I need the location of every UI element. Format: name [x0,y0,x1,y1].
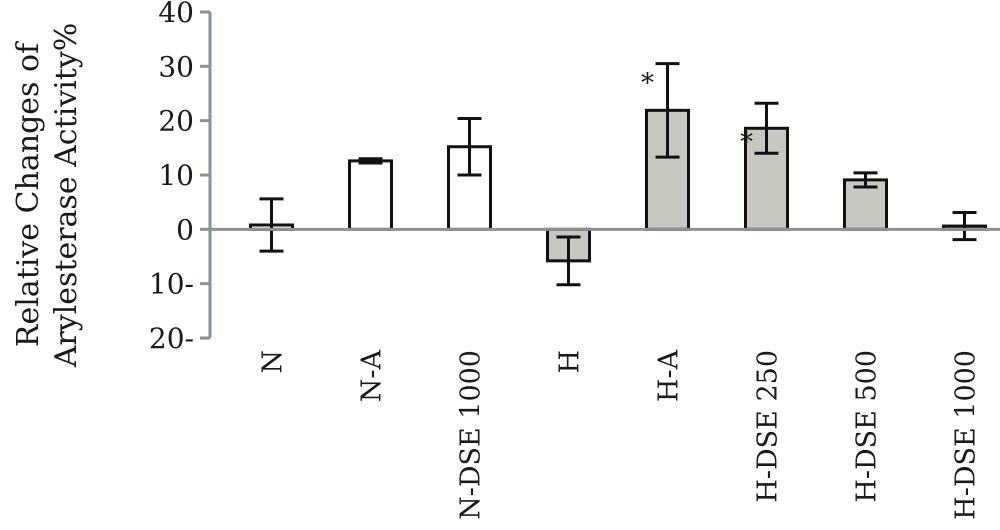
error-bar [259,197,284,253]
y-tick-label: 30 [158,50,194,83]
x-category-label: H-DSE 500 [852,350,883,503]
y-tick-label: 10- [149,268,194,301]
axes [200,10,212,340]
x-category-labels: N N-A N-DSE 1000 H H-A H-DSE 250 H-DSE 500 H-DS… [258,350,982,520]
y-tick-label: 20 [158,105,194,138]
y-tick-labels: 40 30 20 10 0 10- 20- [149,0,194,355]
x-category-label: N-A [357,350,388,403]
y-axis-title: Relative Changes of Arylesterase Activity… [11,23,84,369]
error-bar [556,235,581,287]
x-category-label: N [258,350,289,374]
y-tick-label: 20- [149,322,194,355]
x-category-label: H-A [654,350,685,403]
x-category-label: N-DSE 1000 [456,350,487,520]
error-bars [259,62,977,287]
error-bar [457,116,482,177]
error-bar [655,62,680,159]
y-axis-title-line-1: Relative Changes of [11,41,46,347]
x-category-label: H-DSE 250 [753,350,784,503]
y-tick-label: 10 [158,159,194,192]
bar-n-a [348,159,393,231]
y-tick-label: 0 [176,213,194,246]
significance-asterisk: * [740,127,753,157]
bar-h-a [645,108,690,231]
error-bar [754,101,779,155]
error-bar [358,157,383,165]
error-bar [952,210,977,242]
significance-markers: ** [641,69,753,158]
x-category-label: H [555,350,586,374]
significance-asterisk: * [641,69,654,99]
y-axis-title-line-2: Arylesterase Activity% [49,23,84,369]
x-category-label: H-DSE 1000 [951,350,982,520]
error-bar [853,171,878,189]
y-tick-label: 40 [158,0,194,29]
